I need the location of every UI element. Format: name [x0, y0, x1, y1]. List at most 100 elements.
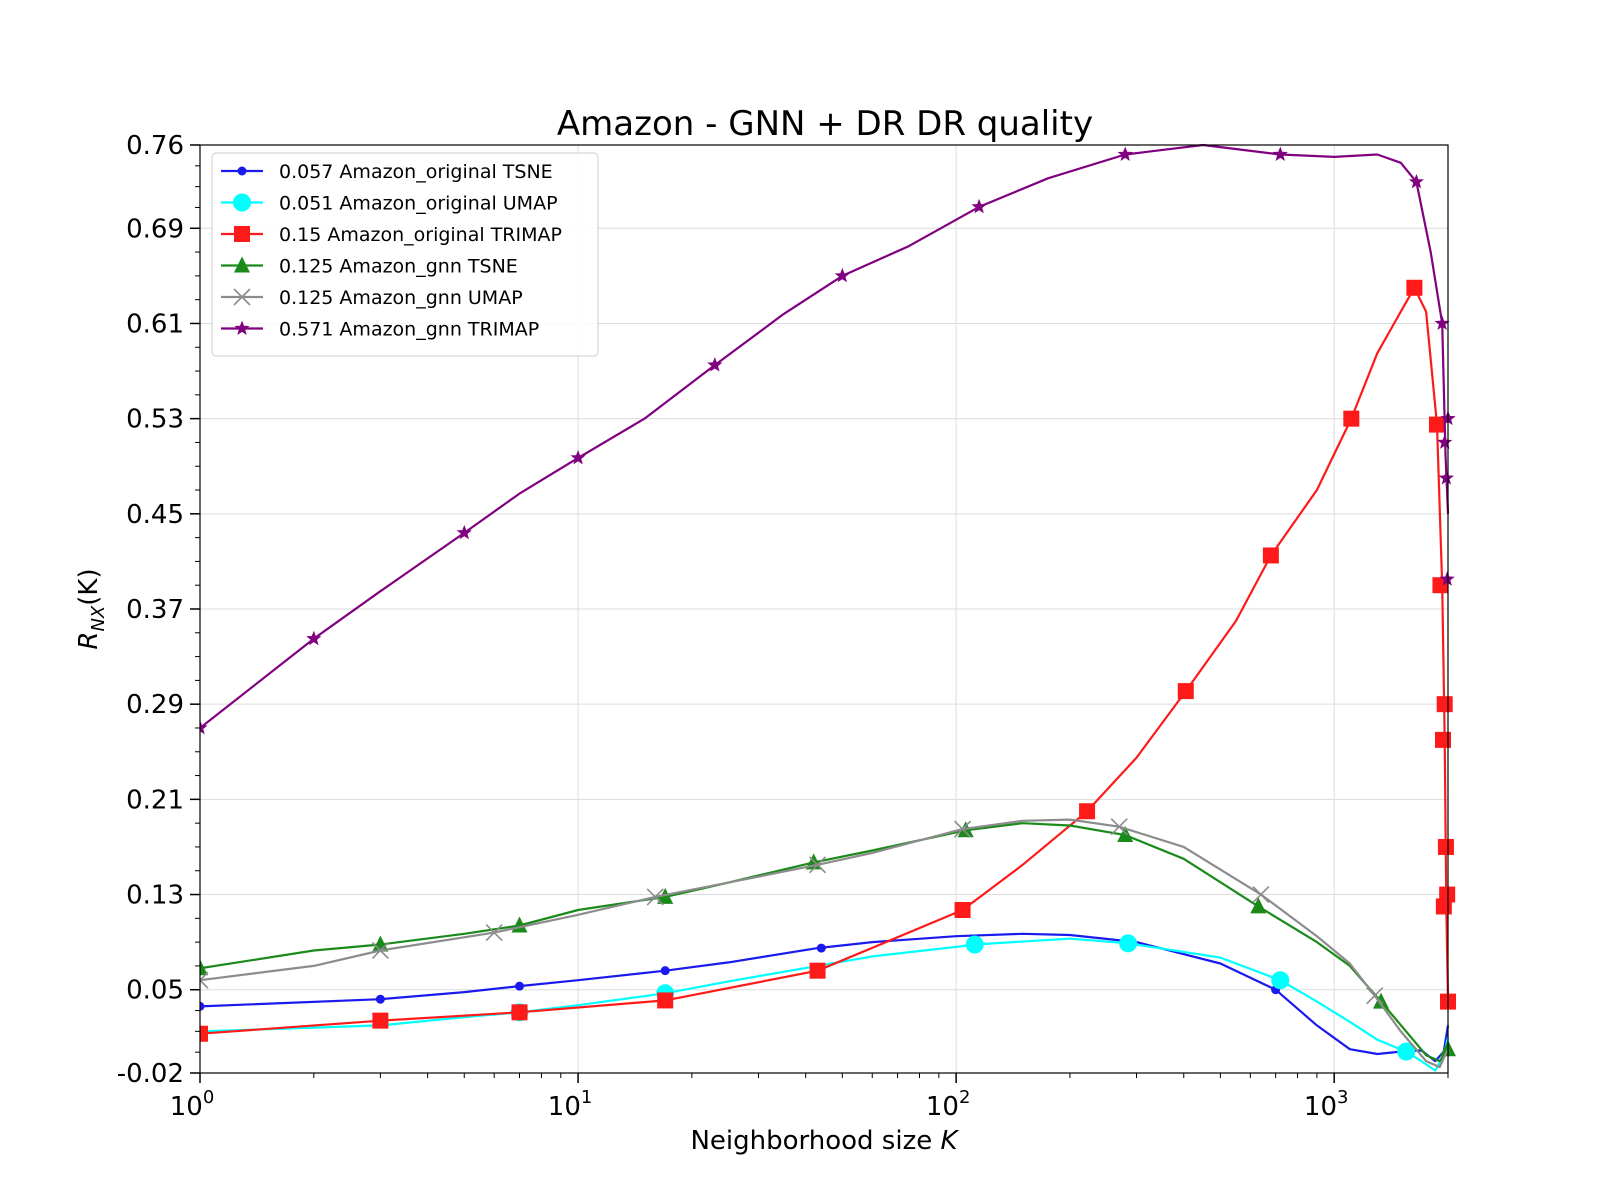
- x-tick-label: 102: [926, 1087, 971, 1122]
- y-tick-label: 0.45: [126, 500, 184, 530]
- data-point: [954, 820, 972, 838]
- legend-item: 0.15 Amazon_original TRIMAP: [221, 224, 562, 246]
- legend-item: 0.057 Amazon_original TSNE: [221, 161, 553, 183]
- data-point: [511, 1004, 528, 1021]
- series-6: [200, 143, 1456, 735]
- data-point: [1119, 934, 1138, 953]
- data-point: [1408, 173, 1424, 189]
- data-point: [570, 449, 586, 465]
- data-point: [1428, 416, 1445, 433]
- data-point: [1434, 731, 1451, 748]
- legend-box: [211, 152, 599, 357]
- data-point: [1373, 992, 1390, 1009]
- legend-marker: [234, 226, 250, 242]
- data-point: [1439, 886, 1456, 903]
- legend-item: 0.125 Amazon_gnn TSNE: [221, 256, 518, 278]
- data-point: [816, 943, 826, 953]
- data-point: [809, 962, 826, 979]
- legend-item: 0.571 Amazon_gnn TRIMAP: [221, 319, 539, 341]
- data-point: [1271, 971, 1290, 990]
- data-point: [372, 1012, 389, 1029]
- data-point: [371, 941, 389, 960]
- data-point: [965, 935, 984, 954]
- legend-label: 0.057 Amazon_original TSNE: [279, 161, 553, 183]
- y-tick-label: 0.37: [126, 595, 184, 625]
- y-axis-label: RNX(K): [74, 568, 109, 649]
- series-2: [200, 934, 1450, 1072]
- axes: -0.02 0.05 0.13 0.21 0.29 0.37 0.45 0.53 0.61 0.6…: [74, 131, 1449, 1156]
- data-point: [808, 856, 827, 874]
- series-line: [200, 286, 1450, 1035]
- series-line: [200, 822, 1449, 1063]
- data-point: [1110, 818, 1128, 836]
- data-point: [1262, 547, 1279, 564]
- data-point: [515, 981, 525, 991]
- series-layer: [200, 143, 1456, 1072]
- data-point: [707, 357, 723, 372]
- legend-marker: [233, 288, 251, 306]
- legend-marker: [233, 193, 251, 212]
- data-point: [1434, 315, 1450, 330]
- series-line: [200, 932, 1450, 1063]
- data-point: [1117, 146, 1133, 161]
- y-tick-label: 0.05: [126, 976, 184, 1006]
- data-point: [200, 971, 209, 989]
- data-point: [306, 630, 322, 646]
- data-point: [485, 924, 503, 942]
- data-point: [834, 267, 850, 283]
- y-tick-label: 0.76: [126, 131, 184, 161]
- data-point: [1437, 838, 1454, 855]
- data-point: [1117, 826, 1134, 843]
- data-point: [1343, 410, 1360, 427]
- x-axis-label: Neighborhood size K: [690, 1126, 959, 1156]
- legend-marker: [234, 256, 250, 273]
- data-point: [200, 1025, 208, 1042]
- data-point: [200, 720, 208, 735]
- legend-marker: [237, 166, 247, 176]
- legend-label: 0.15 Amazon_original TRIMAP: [279, 224, 562, 246]
- data-point: [660, 966, 670, 976]
- data-point: [200, 1001, 205, 1011]
- y-tick-label: -0.02: [117, 1059, 184, 1089]
- data-point: [1177, 683, 1194, 700]
- data-point: [1250, 897, 1267, 914]
- data-point: [657, 992, 674, 1009]
- y-tick-label: 0.69: [126, 214, 184, 244]
- data-point: [1436, 696, 1453, 713]
- data-point: [1439, 571, 1455, 586]
- data-point: [1406, 279, 1423, 296]
- y-tick-label: 0.13: [126, 881, 184, 911]
- data-point: [375, 994, 385, 1004]
- legend-item: 0.051 Amazon_original UMAP: [221, 193, 558, 215]
- series-5: [200, 818, 1449, 1069]
- y-tick-label: 0.61: [126, 309, 184, 339]
- legend-label: 0.125 Amazon_gnn TSNE: [279, 256, 518, 278]
- series-line: [200, 143, 1450, 729]
- legend-marker: [234, 320, 250, 335]
- series-line: [200, 818, 1449, 1069]
- legend-item: 0.125 Amazon_gnn UMAP: [221, 287, 523, 309]
- data-point: [1437, 434, 1453, 449]
- data-point: [1272, 146, 1288, 161]
- y-tick-label: 0.29: [126, 690, 184, 720]
- y-tick-label: 0.53: [126, 405, 184, 435]
- data-point: [1079, 803, 1096, 820]
- x-tick-label: 100: [170, 1087, 215, 1122]
- legend-label: 0.125 Amazon_gnn UMAP: [279, 287, 523, 309]
- data-point: [1438, 470, 1454, 485]
- data-point: [1252, 885, 1270, 904]
- y-tick-label: 0.21: [126, 785, 184, 815]
- data-point: [954, 902, 971, 919]
- legend-label: 0.571 Amazon_gnn TRIMAP: [279, 319, 539, 341]
- legend-label: 0.051 Amazon_original UMAP: [279, 193, 558, 215]
- legend: 0.057 Amazon_original TSNE 0.051 Amazon_o…: [211, 152, 599, 357]
- series-3: [200, 279, 1456, 1042]
- data-point: [200, 959, 208, 976]
- data-point: [456, 524, 472, 540]
- data-point: [1397, 1042, 1416, 1061]
- x-tick-label: 101: [548, 1087, 593, 1122]
- data-point: [1366, 987, 1384, 1005]
- x-tick-label: 103: [1304, 1087, 1349, 1122]
